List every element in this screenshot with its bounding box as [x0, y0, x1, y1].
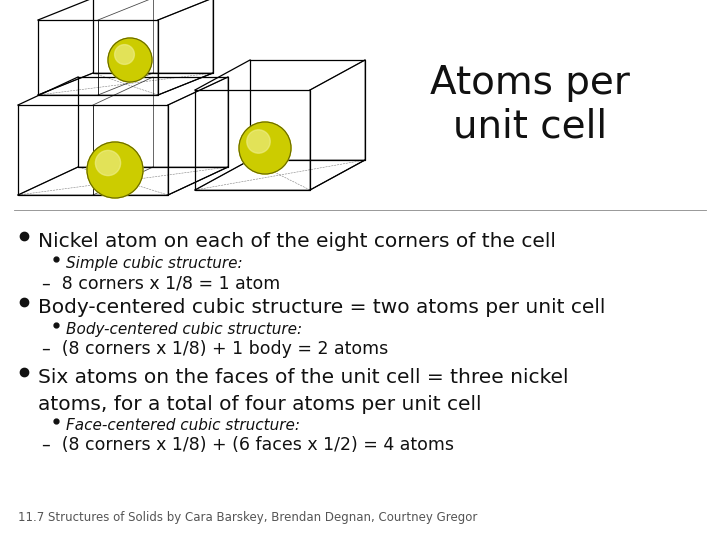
Circle shape — [247, 130, 270, 153]
Circle shape — [95, 151, 121, 176]
Text: Atoms per
unit cell: Atoms per unit cell — [430, 64, 630, 146]
Text: –  (8 corners x 1/8) + (6 faces x 1/2) = 4 atoms: – (8 corners x 1/8) + (6 faces x 1/2) = … — [42, 436, 454, 454]
Circle shape — [239, 122, 291, 174]
Text: –  (8 corners x 1/8) + 1 body = 2 atoms: – (8 corners x 1/8) + 1 body = 2 atoms — [42, 340, 388, 358]
Text: Body-centered cubic structure = two atoms per unit cell: Body-centered cubic structure = two atom… — [38, 298, 606, 317]
Text: Nickel atom on each of the eight corners of the cell: Nickel atom on each of the eight corners… — [38, 232, 556, 251]
Text: Six atoms on the faces of the unit cell = three nickel
atoms, for a total of fou: Six atoms on the faces of the unit cell … — [38, 368, 569, 414]
Text: 11.7 Structures of Solids by Cara Barskey, Brendan Degnan, Courtney Gregor: 11.7 Structures of Solids by Cara Barske… — [18, 511, 477, 524]
Circle shape — [108, 38, 152, 82]
Circle shape — [114, 45, 135, 64]
Text: Body-centered cubic structure:: Body-centered cubic structure: — [66, 322, 302, 337]
Text: Face-centered cubic structure:: Face-centered cubic structure: — [66, 418, 300, 433]
Text: –  8 corners x 1/8 = 1 atom: – 8 corners x 1/8 = 1 atom — [42, 274, 280, 292]
Circle shape — [87, 142, 143, 198]
Text: Simple cubic structure:: Simple cubic structure: — [66, 256, 243, 271]
